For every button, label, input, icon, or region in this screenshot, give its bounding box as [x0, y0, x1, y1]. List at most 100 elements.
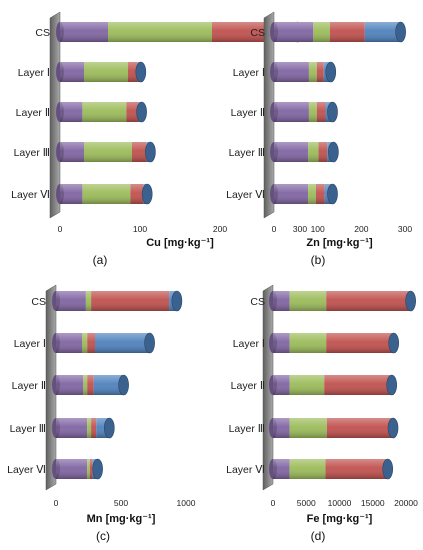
x-axis-label: Mn [mg·kg⁻¹] [87, 513, 156, 525]
bar-shading [56, 333, 150, 353]
x-tick-label: 200 [213, 224, 227, 234]
x-axis-label: Cu [mg·kg⁻¹] [146, 237, 214, 249]
bar-shading [60, 102, 142, 122]
bar-row: CS [31, 290, 183, 312]
x-axis-label: Fe [mg·kg⁻¹] [307, 513, 373, 525]
bar-shading [60, 22, 298, 42]
bar-row: Layer Ⅰ [14, 332, 155, 354]
bar-shading [274, 22, 401, 42]
bar-row: Layer Ⅰ [233, 332, 399, 354]
x-tick-label: 1000 [177, 498, 196, 508]
x-tick-label: 10000 [328, 498, 352, 508]
bar-row: CS [250, 290, 416, 312]
x-tick-label: 100 [311, 224, 325, 234]
category-label: Layer Ⅲ [229, 147, 265, 159]
bar-cap-end [328, 141, 339, 163]
category-label: Layer Ⅲ [10, 423, 46, 435]
x-tick-label: 300 [293, 224, 307, 234]
bar-row: Layer Ⅱ [12, 374, 129, 396]
chart-back-wall [263, 11, 275, 219]
bar-shading [274, 184, 333, 204]
panel-label: (a) [93, 253, 108, 267]
x-tick-label: 0 [271, 498, 276, 508]
bar-row: Layer Ⅵ [226, 183, 338, 205]
bar-cap-end [325, 61, 337, 83]
bar-row: Layer Ⅵ [7, 458, 103, 480]
bar-shading [56, 375, 124, 395]
x-tick-label: 100 [133, 224, 147, 234]
bar-cap-end [395, 21, 406, 43]
category-label: Layer Ⅰ [18, 67, 50, 79]
bar-cap-end [136, 101, 147, 123]
bar-cap-end [92, 458, 103, 480]
bar-cap-end [145, 141, 156, 163]
category-label: Layer Ⅰ [14, 338, 46, 350]
bar-cap-end [388, 332, 399, 354]
category-label: Layer Ⅱ [16, 107, 50, 119]
x-axis-label: Zn [mg·kg⁻¹] [306, 237, 373, 249]
category-label: Layer Ⅱ [231, 107, 265, 119]
category-label: Layer Ⅰ [233, 338, 265, 350]
bar-shading [56, 291, 177, 311]
chart-panel-1: CS Layer Ⅰ Layer Ⅱ Layer Ⅲ Layer Ⅵ 0 100 200 300… [11, 11, 307, 267]
category-label: Layer Ⅵ [226, 189, 265, 201]
category-label: Layer Ⅲ [14, 147, 50, 159]
category-label: Layer Ⅵ [226, 464, 265, 476]
category-label: Layer Ⅰ [233, 67, 265, 79]
bar-row: CS [250, 21, 406, 43]
bar-cap-end [141, 183, 153, 205]
bar-cap-end [171, 290, 183, 312]
bar-cap-end [104, 417, 115, 439]
bar-shading [274, 142, 334, 162]
bar-shading [56, 418, 110, 438]
bar-shading [273, 459, 388, 479]
x-tick-label: 5000 [297, 498, 316, 508]
bar-row: Layer Ⅲ [229, 417, 399, 439]
bar-row: Layer Ⅲ [10, 417, 115, 439]
x-tick-label: 0 [272, 224, 277, 234]
x-tick-label: 20000 [394, 498, 418, 508]
bar-cap-end [387, 417, 399, 439]
bar-row: Layer Ⅵ [11, 183, 153, 205]
x-tick-label: 0 [54, 498, 59, 508]
category-label: Layer Ⅵ [7, 464, 46, 476]
panel-label: (b) [311, 253, 326, 267]
bar-shading [60, 184, 148, 204]
bar-cap-end [327, 183, 338, 205]
bar-cap-end [144, 332, 155, 354]
category-label: CS [31, 296, 46, 308]
bar-cap-end [405, 290, 416, 312]
bar-shading [273, 291, 411, 311]
category-label: Layer Ⅱ [231, 380, 265, 392]
bar-row: Layer Ⅱ [231, 101, 338, 123]
bar-shading [56, 459, 98, 479]
bar-shading [274, 102, 333, 122]
bar-row: Layer Ⅱ [231, 374, 398, 396]
x-tick-label: 300 [398, 224, 412, 234]
category-label: CS [250, 296, 265, 308]
x-tick-label: 500 [114, 498, 128, 508]
bar-shading [273, 333, 394, 353]
bar-row: Layer Ⅰ [233, 61, 337, 83]
bar-shading [60, 142, 151, 162]
bar-cap-end [386, 374, 398, 396]
bar-shading [273, 418, 394, 438]
bar-row: Layer Ⅰ [18, 61, 147, 83]
chart-panel-3: CS Layer Ⅰ Layer Ⅱ Layer Ⅲ Layer Ⅵ 0 500 1000 Mn… [7, 284, 196, 543]
bar-shading [273, 375, 392, 395]
x-tick-label: 0 [58, 224, 63, 234]
chart-panel-4: CS Layer Ⅰ Layer Ⅱ Layer Ⅲ Layer Ⅵ 0 5000 10000… [226, 284, 418, 543]
panel-label: (c) [96, 529, 110, 543]
panel-label: (d) [311, 529, 326, 543]
bar-row: Layer Ⅵ [226, 458, 394, 480]
bar-cap-end [327, 101, 338, 123]
bar-row: Layer Ⅱ [16, 101, 147, 123]
bar-shading [274, 62, 331, 82]
bar-cap-end [382, 458, 394, 480]
category-label: CS [250, 27, 265, 39]
chart-back-wall [49, 11, 61, 219]
category-label: Layer Ⅵ [11, 189, 50, 201]
bar-cap-end [118, 374, 129, 396]
bar-row: Layer Ⅲ [14, 141, 156, 163]
